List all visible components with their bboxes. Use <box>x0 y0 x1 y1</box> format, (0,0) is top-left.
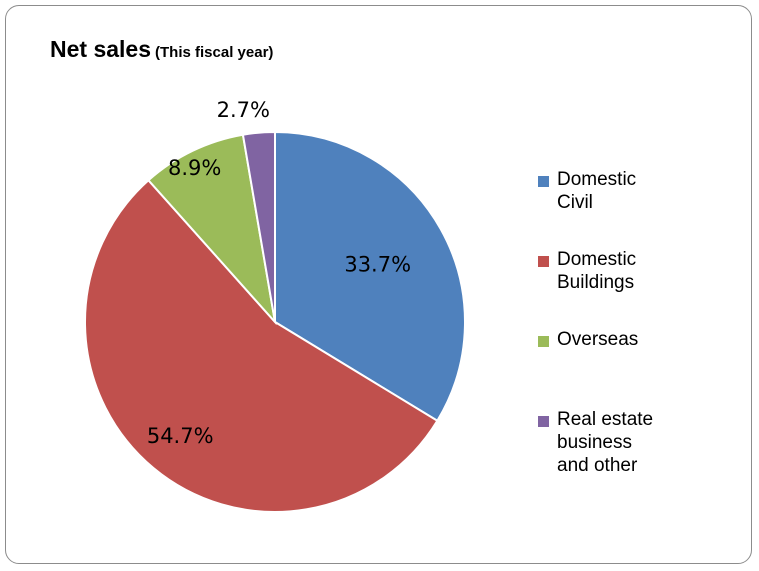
legend-label-line: Civil <box>557 192 593 213</box>
pie-slice-4 <box>241 130 276 323</box>
legend-label: Overseas <box>557 328 638 351</box>
slice-label-1: 33.7% <box>344 252 411 276</box>
legend-label-line: and other <box>557 455 638 476</box>
legend-swatch <box>538 336 549 347</box>
slice-label-3: 8.9% <box>168 156 221 180</box>
legend-label-line: Real estate <box>557 409 654 430</box>
legend-label: Domestic Buildings <box>557 248 636 294</box>
legend-swatch <box>538 416 549 427</box>
chart-title: Net sales (This fiscal year) <box>50 36 273 63</box>
legend-label: Real estate business and other <box>557 408 653 477</box>
pie-slice-3 <box>147 133 277 326</box>
legend-swatch <box>538 176 549 187</box>
chart-subtitle: (This fiscal year) <box>155 44 274 61</box>
pie-slice-2 <box>84 178 439 514</box>
slice-label-4: 2.7% <box>217 98 270 122</box>
legend-label-line: Domestic <box>557 169 637 190</box>
legend-label-line: Buildings <box>557 272 635 293</box>
legend-label-line: Overseas <box>557 329 639 350</box>
slice-label-2: 54.7% <box>147 424 214 448</box>
legend-label: Domestic Civil <box>557 168 636 214</box>
legend-label-line: Domestic <box>557 249 637 270</box>
legend-label-line: business <box>557 432 632 453</box>
chart-title-main: Net sales <box>50 36 152 62</box>
legend-swatch <box>538 256 549 267</box>
pie-slice-1 <box>274 130 466 423</box>
